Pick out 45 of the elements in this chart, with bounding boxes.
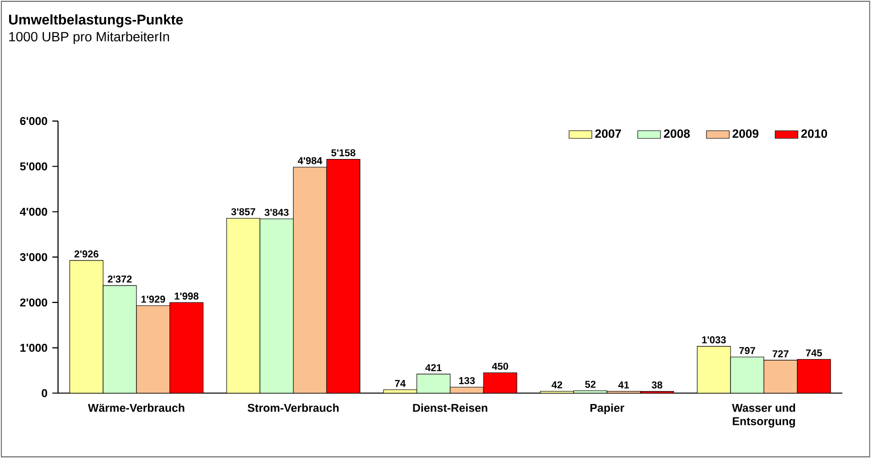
bar — [696, 346, 731, 394]
bar — [416, 374, 450, 394]
bar — [260, 218, 294, 394]
data-label: 38 — [652, 381, 662, 388]
data-label: 5'158 — [331, 149, 356, 156]
bar — [730, 356, 764, 394]
y-tick-label: 4'000 — [20, 208, 48, 216]
data-label: 74 — [395, 380, 406, 387]
data-label: 1'929 — [141, 296, 166, 303]
x-tick-label: Wasser und Entsorgung — [732, 403, 796, 428]
y-tick-label: 5'000 — [20, 162, 48, 170]
data-label: 450 — [492, 362, 508, 370]
x-tick-label: Wärme-Verbrauch — [88, 403, 184, 412]
y-tick-label: 3'000 — [20, 253, 48, 262]
data-label: 3'857 — [231, 208, 256, 216]
y-tick-label: 2'000 — [20, 298, 48, 306]
data-label: 133 — [459, 377, 475, 384]
legend-label: 2007 — [595, 129, 621, 138]
bar — [226, 218, 260, 394]
data-label: 3'843 — [264, 208, 289, 216]
data-label: 4'984 — [298, 157, 322, 164]
y-tick-label: 0 — [42, 389, 48, 398]
chart-subtitle: 1000 UBP pro MitarbeiterIn — [9, 32, 169, 44]
chart-title: Umweltbelastungs-Punkte — [9, 14, 183, 28]
bar — [102, 285, 137, 394]
x-tick-label: Strom-Verbrauch — [248, 403, 339, 412]
data-label: 2'926 — [74, 250, 98, 258]
data-label: 745 — [806, 349, 822, 356]
data-label: 1'998 — [174, 292, 198, 300]
y-tick-label: 1'000 — [20, 344, 48, 352]
data-label: 42 — [552, 381, 562, 388]
data-label: 1'033 — [702, 336, 726, 344]
y-tick-label: 6'000 — [20, 116, 48, 125]
legend-label: 2010 — [801, 129, 828, 138]
bar — [70, 260, 104, 394]
data-label: 52 — [585, 380, 596, 388]
data-label: 41 — [618, 381, 629, 388]
data-label: 2'372 — [108, 275, 132, 283]
data-label: 797 — [739, 346, 756, 354]
legend-label: 2009 — [732, 129, 758, 138]
x-tick-label: Dienst-Reisen — [413, 403, 488, 412]
data-label: 727 — [772, 350, 788, 358]
x-tick-label: Papier — [590, 403, 624, 414]
data-label: 421 — [425, 364, 442, 372]
legend-label: 2008 — [664, 129, 690, 138]
